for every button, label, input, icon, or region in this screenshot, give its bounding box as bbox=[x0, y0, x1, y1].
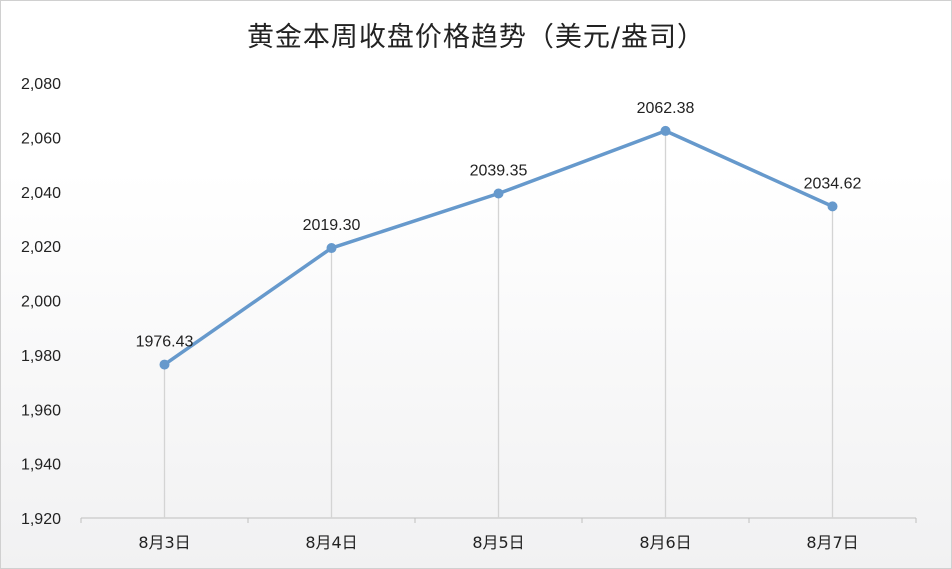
data-label: 2062.38 bbox=[637, 100, 695, 117]
data-point bbox=[326, 243, 337, 254]
x-tick-label: 8月6日 bbox=[639, 533, 691, 552]
x-tick-label: 8月5日 bbox=[472, 533, 524, 552]
y-tick-label: 1,940 bbox=[21, 457, 61, 474]
y-tick-label: 1,980 bbox=[21, 348, 61, 365]
chart-title: 黄金本周收盘价格趋势（美元/盎司） bbox=[246, 22, 706, 53]
y-tick-label: 1,920 bbox=[21, 511, 61, 528]
y-tick-label: 2,040 bbox=[21, 185, 61, 202]
data-point bbox=[493, 188, 504, 199]
data-label: 2039.35 bbox=[470, 163, 528, 180]
data-label: 2034.62 bbox=[804, 175, 862, 192]
x-tick-label: 8月3日 bbox=[138, 533, 190, 552]
y-tick-label: 2,060 bbox=[21, 130, 61, 147]
data-point bbox=[660, 125, 671, 136]
data-point bbox=[827, 201, 838, 212]
data-point bbox=[159, 359, 170, 370]
data-label: 2019.30 bbox=[303, 217, 361, 234]
x-tick-label: 8月7日 bbox=[806, 533, 858, 552]
y-tick-label: 2,080 bbox=[21, 76, 61, 93]
data-label: 1976.43 bbox=[136, 334, 194, 351]
y-tick-label: 2,020 bbox=[21, 239, 61, 256]
y-tick-label: 1,960 bbox=[21, 402, 61, 419]
y-tick-label: 2,000 bbox=[21, 294, 61, 311]
x-tick-label: 8月4日 bbox=[305, 533, 357, 552]
